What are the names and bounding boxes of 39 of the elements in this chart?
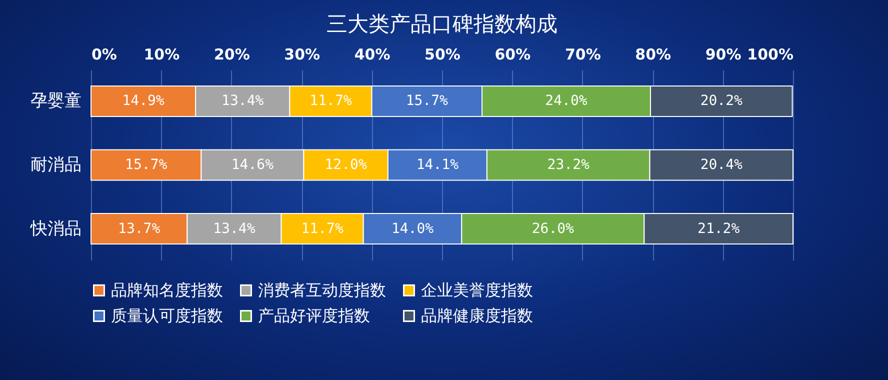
chart-title: 三大类产品口碑指数构成 [326, 12, 558, 36]
x-tick-label: 100% [747, 46, 794, 64]
data-label: 21.2% [698, 220, 740, 237]
x-tick-label: 0% [92, 46, 117, 64]
x-tick-label: 20% [214, 46, 250, 64]
x-tick-label: 80% [635, 46, 672, 64]
x-tick-label: 90% [705, 46, 742, 64]
data-label: 14.0% [391, 220, 434, 237]
legend-label: 品牌知名度指数 [111, 280, 223, 300]
data-label: 14.1% [416, 157, 460, 173]
legend-label: 质量认可度指数 [111, 306, 223, 325]
data-label: 13.4% [222, 93, 264, 110]
data-label: 11.7% [310, 93, 352, 110]
legend-label: 产品好评度指数 [258, 306, 370, 325]
legend-label: 消费者互动度指数 [258, 280, 386, 300]
x-tick-label: 30% [284, 46, 320, 64]
data-label: 26.0% [532, 220, 575, 237]
x-tick-label: 60% [494, 46, 531, 64]
x-tick-label: 50% [424, 46, 460, 64]
x-tick-label: 70% [564, 46, 601, 64]
data-label: 12.0% [324, 157, 368, 173]
data-label: 15.7% [125, 157, 168, 173]
x-tick-label: 10% [144, 46, 180, 64]
data-label: 11.7% [301, 220, 344, 237]
legend-label: 品牌健康度指数 [421, 306, 533, 325]
x-tick-label: 40% [354, 46, 390, 64]
data-label: 13.7% [118, 220, 161, 237]
data-label: 20.2% [700, 93, 744, 110]
data-label: 13.4% [213, 220, 256, 237]
data-label: 14.6% [231, 157, 274, 173]
data-label: 20.4% [700, 157, 744, 173]
data-label: 14.9% [122, 93, 165, 110]
data-label: 24.0% [545, 93, 588, 110]
data-label: 15.7% [406, 93, 449, 110]
y-tick-label: 快消品 [30, 218, 82, 239]
y-tick-label: 耐消品 [30, 155, 82, 175]
data-label: 23.2% [547, 157, 590, 173]
legend-label: 企业美誉度指数 [421, 280, 533, 300]
y-tick-label: 孕婴童 [30, 91, 82, 112]
